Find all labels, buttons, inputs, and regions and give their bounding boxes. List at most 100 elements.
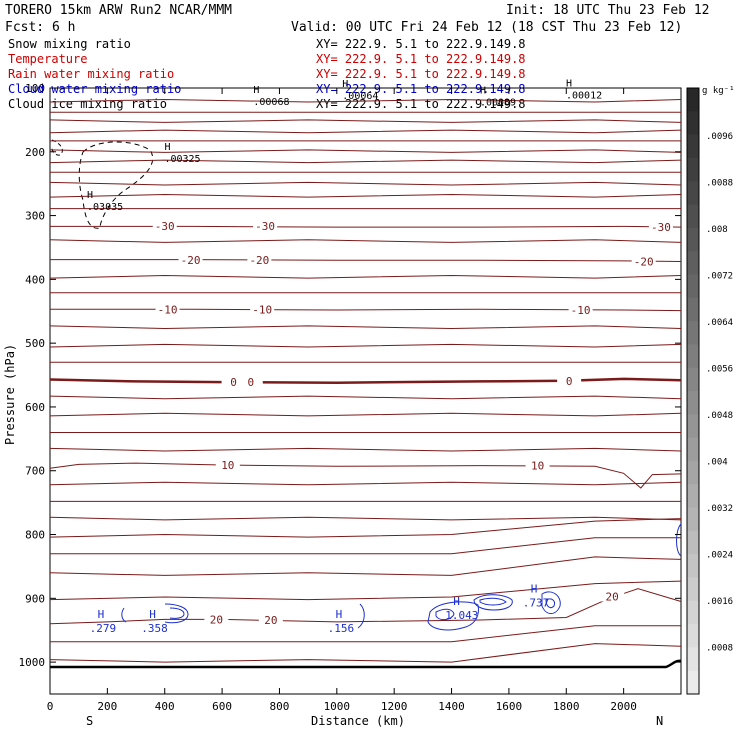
- cloud-water-contour: [121, 607, 127, 623]
- colorbar-swatch: [687, 600, 699, 625]
- isotherm-label: 10: [531, 460, 544, 473]
- colorbar-swatch: [687, 274, 699, 299]
- colorbar-swatch: [687, 554, 699, 578]
- colorbar-tick-label: .0032: [706, 504, 733, 514]
- x-tick-label: 800: [270, 700, 290, 713]
- isotherm-label: 20: [606, 590, 619, 603]
- snow-max-marker: H: [566, 78, 572, 89]
- y-axis-label: Pressure (hPa): [3, 344, 17, 445]
- isotherm: [49, 239, 682, 243]
- isotherm-label: -30: [651, 221, 671, 234]
- x-tick-label: 1600: [496, 700, 523, 713]
- colorbar-swatch: [687, 507, 699, 532]
- label-bg: [258, 614, 283, 626]
- snow-max-marker: H: [253, 85, 259, 96]
- colorbar-tick-label: .008: [706, 225, 728, 235]
- label-bg: [215, 458, 240, 470]
- isotherm-label: 0: [247, 376, 254, 389]
- snow-max-value: .00064: [342, 91, 378, 102]
- valid-time: Valid: 00 UTC Fri 24 Feb 12 (18 CST Thu …: [291, 20, 682, 35]
- isotherm-label: -10: [158, 303, 178, 316]
- south-label: S: [86, 714, 93, 728]
- field-name: Temperature: [8, 52, 87, 66]
- field-xy-range: XY= 222.9. 5.1 to 222.9.149.8: [316, 37, 526, 51]
- isotherm: [49, 274, 682, 279]
- label-bg: [525, 459, 550, 471]
- isotherm-label: 10: [221, 459, 234, 472]
- snow-max-marker: H: [480, 85, 486, 96]
- field-name: Rain water mixing ratio: [8, 67, 174, 81]
- isotherm-20: [49, 588, 682, 625]
- snow-max-marker: H: [164, 142, 170, 153]
- isotherm: [49, 149, 682, 153]
- isotherm: [49, 325, 682, 330]
- y-tick-label: 200: [25, 146, 45, 159]
- cloud-water-max-marker: H: [531, 582, 538, 595]
- colorbar-swatch: [687, 437, 699, 462]
- cloud-water-contour: [473, 594, 513, 611]
- init-time: Init: 18 UTC Thu 23 Feb 12: [506, 3, 710, 18]
- y-tick-label: 600: [25, 401, 45, 414]
- cloud-water-contour: [169, 607, 185, 619]
- colorbar-swatch: [687, 647, 699, 672]
- colorbar-swatch: [687, 624, 699, 648]
- cloud-water-max-value: .737: [523, 596, 550, 609]
- isotherm-label: -20: [181, 254, 201, 267]
- cloud-water-contour: [545, 598, 555, 609]
- x-tick-label: 0: [47, 700, 54, 713]
- isotherm: [49, 481, 682, 486]
- isotherm: [49, 447, 682, 452]
- y-tick-label: 400: [25, 273, 45, 286]
- y-tick-label: 800: [25, 529, 45, 542]
- isotherm-label: -10: [252, 303, 272, 316]
- snow-max-marker: H: [87, 190, 93, 201]
- colorbar-tick-label: .0024: [706, 551, 733, 561]
- field-legend: Snow mixing ratio XY= 222.9. 5.1 to 222.9…: [8, 37, 526, 111]
- colorbar-swatch: [687, 297, 699, 322]
- field-xy-range: XY= 222.9. 5.1 to 222.9.149.8: [316, 82, 526, 96]
- isotherm-label: -20: [634, 256, 654, 269]
- snow-max-value: .00325: [164, 154, 200, 165]
- label-bg: [557, 374, 582, 386]
- colorbar-tick-label: .0056: [706, 365, 733, 375]
- cloud-water-contour: [479, 597, 507, 606]
- x-axis-label: Distance (km): [311, 714, 405, 728]
- north-label: N: [656, 714, 663, 728]
- plot-frame: [49, 87, 682, 695]
- colorbar-swatch: [687, 251, 699, 275]
- cloud-water-max-value: 1.043: [445, 609, 478, 622]
- x-tick-label: 400: [155, 700, 175, 713]
- isotherm-label: -30: [155, 220, 175, 233]
- isotherm: [50, 537, 681, 555]
- field-xy-range: XY= 222.9. 5.1 to 222.9.149.8: [316, 52, 526, 66]
- colorbar: .0096 .0088 .008 .0072 .0064 .0056 .0048 .004 .0…: [686, 87, 733, 695]
- colorbar-tick-label: .0048: [706, 411, 733, 421]
- colorbar-swatch: [687, 88, 699, 112]
- colorbar-swatch: [687, 670, 699, 695]
- isotherm: [49, 556, 682, 576]
- isotherm--30: [50, 225, 682, 228]
- label-bg: [221, 376, 246, 388]
- snow-contour: [78, 141, 153, 229]
- label-bg: [204, 613, 229, 625]
- colorbar-tick-label: .0088: [706, 179, 733, 189]
- label-bg: [250, 303, 275, 315]
- snow-max-marker: H: [342, 79, 348, 90]
- snow-max-value: .00012: [566, 90, 602, 101]
- cloud-water-max-value: .156: [328, 622, 355, 635]
- snow-max-value: .00068: [253, 97, 289, 108]
- isotherm-label: -20: [249, 254, 269, 267]
- colorbar-tick-label: .0096: [706, 132, 733, 142]
- isotherm-label: -10: [571, 304, 591, 317]
- isotherm: [50, 625, 681, 643]
- colorbar-swatch: [687, 391, 699, 415]
- isotherm-label: 0: [230, 376, 237, 389]
- temperature-contours: [49, 98, 682, 663]
- cloud-water-max-marker: H: [453, 595, 460, 608]
- label-bg: [568, 303, 593, 315]
- cloud-water-max-marker: H: [336, 608, 343, 621]
- x-tick-label: 600: [212, 700, 232, 713]
- isotherm: [49, 98, 682, 103]
